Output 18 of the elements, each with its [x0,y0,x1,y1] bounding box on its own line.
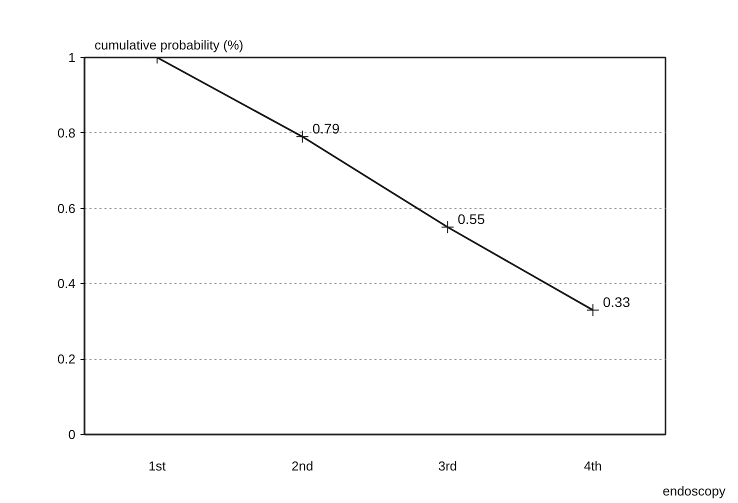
x-tick-label: 3rd [438,458,458,474]
data-label: 0.79 [312,120,340,137]
y-tick-label: 0.4 [57,276,76,292]
y-tick-label: 0.6 [57,200,76,216]
point [441,220,454,234]
x-tick-label: 4th [584,458,602,474]
point [296,130,309,144]
y-tick-label: 0.2 [57,352,76,367]
x-tick-label: 1st [148,458,166,474]
y-tick-label: 0.8 [57,125,76,140]
x-axis-title: endoscopy [662,484,726,498]
y-axis-title: cumulative probability (%) [94,38,244,52]
data-label: 0.55 [458,211,486,228]
data-label: 0.33 [602,294,630,310]
point [586,304,600,317]
y-tick-label: 0 [68,427,76,442]
y-tick-label: 1 [68,50,76,65]
x-tick-label: 2nd [292,458,314,474]
